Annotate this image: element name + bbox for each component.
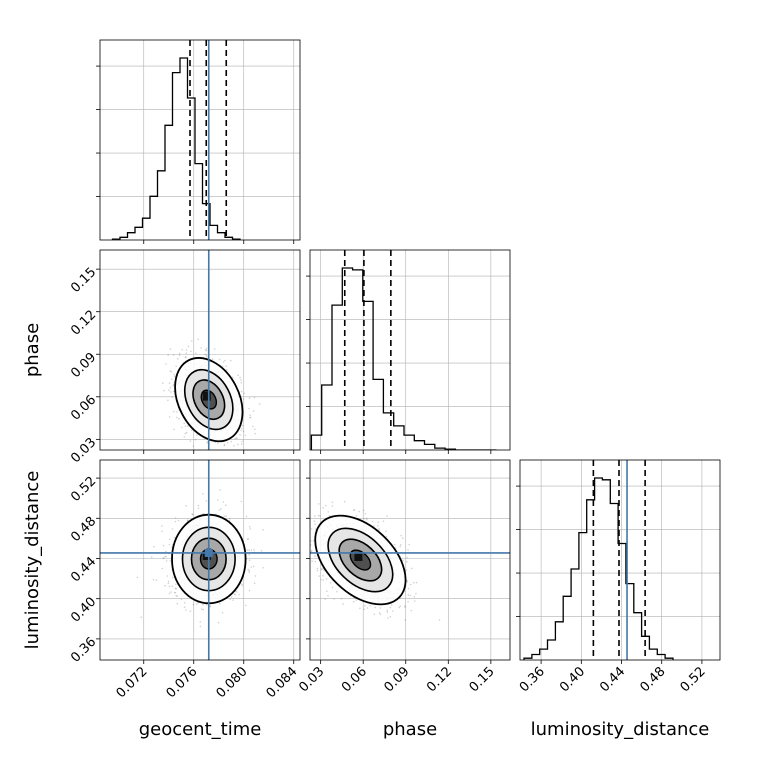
ytick-label-phase-0: 0.03	[68, 435, 99, 466]
ytick-label-luminosity_distance-3: 0.48	[68, 514, 99, 545]
xtick-label-luminosity_distance-1: 0.40	[557, 664, 588, 695]
hist-luminosity_distance	[523, 477, 674, 660]
panel-phase-luminosity_distance-frame	[309, 459, 511, 661]
ytick-label-luminosity_distance-0: 0.36	[68, 635, 99, 666]
ytick-label-luminosity_distance-2: 0.44	[68, 554, 99, 585]
hist-phase	[310, 267, 497, 450]
xtick-label-geocent_time-0: 0.072	[114, 664, 151, 701]
xtick-label-geocent_time-1: 0.076	[164, 664, 201, 701]
xtick-label-phase-4: 0.15	[467, 664, 498, 695]
xtick-label-geocent_time-3: 0.084	[264, 664, 301, 701]
xtick-label-geocent_time-2: 0.080	[214, 664, 251, 701]
density-peak	[202, 391, 211, 401]
xtick-label-luminosity_distance-3: 0.48	[637, 664, 668, 695]
scatter-geocent-time-vs-luminosity-distance	[96, 459, 301, 664]
ytick-label-phase-3: 0.12	[68, 307, 99, 338]
ytick-label-phase-4: 0.15	[68, 265, 99, 296]
ylabel-phase: phase	[22, 323, 43, 377]
histogram-luminosity-distance	[516, 459, 721, 664]
xtick-label-phase-0: 0.03	[296, 664, 327, 695]
density-phase-luminosity_distance	[310, 500, 441, 621]
panel-geocent_time-luminosity_distance-frame	[99, 459, 301, 661]
hist-geocent_time	[111, 57, 241, 240]
density-peak	[354, 552, 363, 561]
ytick-label-luminosity_distance-4: 0.52	[68, 474, 99, 505]
scatter-phase-vs-luminosity-distance	[306, 459, 511, 664]
hist-geocent_time-frame	[99, 39, 301, 241]
scatter-geocent-time-vs-phase	[96, 249, 301, 454]
ytick-label-luminosity_distance-1: 0.40	[68, 594, 99, 625]
hist-phase-frame	[309, 249, 511, 451]
ylabel-luminosity-distance: luminosity_distance	[22, 471, 43, 650]
xtick-label-luminosity_distance-4: 0.52	[678, 664, 709, 695]
hist-luminosity_distance-frame	[519, 459, 721, 661]
histogram-phase	[306, 249, 511, 454]
ytick-label-phase-1: 0.06	[68, 393, 99, 424]
density-geocent_time-luminosity_distance	[136, 489, 265, 628]
histogram-geocent-time	[96, 39, 301, 244]
xtick-label-phase-2: 0.09	[381, 664, 412, 695]
xlabel-phase: phase	[383, 719, 437, 740]
density-geocent_time-phase	[162, 338, 261, 448]
xlabel-geocent-time: geocent_time	[139, 719, 262, 740]
truth-marker	[204, 548, 213, 557]
ytick-label-phase-2: 0.09	[68, 350, 99, 381]
xlabel-luminosity-distance: luminosity_distance	[531, 719, 710, 740]
xtick-label-phase-1: 0.06	[339, 664, 370, 695]
xtick-label-luminosity_distance-0: 0.36	[517, 664, 548, 695]
xtick-label-phase-3: 0.12	[424, 664, 455, 695]
panel-geocent_time-phase-frame	[99, 249, 301, 451]
xtick-label-luminosity_distance-2: 0.44	[597, 664, 628, 695]
